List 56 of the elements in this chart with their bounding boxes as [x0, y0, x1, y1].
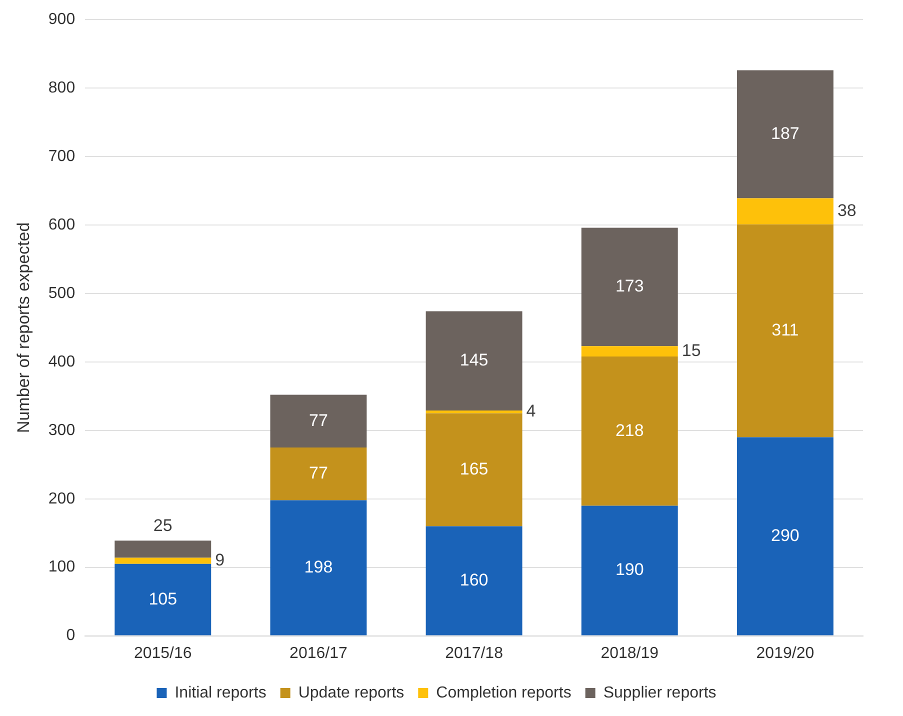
- data-label: 77: [309, 410, 328, 430]
- y-tick-label: 700: [48, 148, 76, 165]
- bar: [114, 540, 212, 558]
- bar: [270, 448, 367, 500]
- data-label: 198: [304, 557, 333, 576]
- x-tick-label: 2018/19: [600, 644, 659, 662]
- y-tick-label: 900: [48, 11, 76, 28]
- data-label: 38: [837, 200, 856, 220]
- bar: [736, 198, 834, 224]
- data-label: 190: [615, 560, 644, 580]
- data-label: 25: [153, 516, 172, 535]
- bar: [736, 70, 834, 198]
- x-tick-label: 2015/16: [134, 644, 192, 662]
- bar: [426, 526, 522, 636]
- bar: [114, 564, 212, 636]
- data-label: 105: [148, 589, 178, 608]
- legend-label: Completion reports: [436, 684, 572, 702]
- legend-label: Initial reports: [174, 684, 266, 702]
- data-label: 9: [215, 550, 225, 570]
- bar: [736, 224, 834, 438]
- bar: [581, 506, 678, 636]
- data-label: 290: [771, 526, 800, 545]
- data-label: 187: [771, 124, 800, 143]
- data-label: 77: [309, 464, 328, 483]
- y-tick-label: 800: [48, 79, 76, 96]
- data-label: 218: [615, 420, 644, 440]
- bar: [581, 228, 678, 346]
- y-tick-label: 600: [48, 216, 76, 234]
- bar: [426, 413, 522, 526]
- x-tick-label: 2019/20: [756, 644, 814, 662]
- data-label: 160: [460, 570, 488, 590]
- data-label: 173: [615, 276, 644, 296]
- data-label: 145: [460, 350, 488, 370]
- y-tick-label: 200: [48, 490, 76, 508]
- y-tick-label: 0: [66, 627, 76, 644]
- y-tick-label: 300: [48, 422, 76, 439]
- bar: [270, 394, 367, 448]
- bar: [270, 500, 367, 636]
- x-tick-label: 2017/18: [445, 644, 504, 662]
- bar: [426, 410, 522, 414]
- data-label: 15: [682, 341, 701, 360]
- data-label: 4: [526, 402, 536, 421]
- y-tick-label: 400: [48, 353, 76, 370]
- bar: [736, 437, 834, 636]
- data-label: 165: [460, 459, 488, 478]
- legend-label: Update reports: [298, 684, 404, 702]
- y-tick-label: 100: [48, 558, 76, 576]
- y-axis-title: Number of reports expected: [14, 222, 33, 434]
- bar: [581, 346, 678, 356]
- legend-label: Supplier reports: [603, 684, 716, 702]
- data-label: 311: [772, 320, 799, 340]
- bar: [114, 558, 212, 564]
- bar: [581, 356, 678, 506]
- bar: [426, 311, 522, 411]
- y-tick-label: 500: [48, 284, 76, 302]
- x-tick-label: 2016/17: [290, 644, 348, 662]
